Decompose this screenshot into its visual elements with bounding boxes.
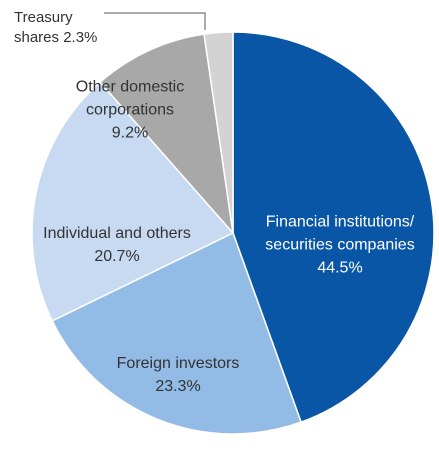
pie-slice <box>99 33 235 236</box>
pie-slice <box>232 31 435 424</box>
value-label: 9.2% <box>111 124 149 142</box>
slice-label: Treasury shares 2.3% <box>14 8 114 48</box>
value-label: 23.3% <box>155 378 201 395</box>
category-label: Other domestic corporations <box>75 78 185 119</box>
category-label: Individual and others <box>43 225 191 242</box>
slice-label: Foreign investors 23.3% <box>68 352 288 398</box>
value-label: 2.3% <box>63 29 98 46</box>
slice-label: Financial institutions/ securities compa… <box>240 211 439 280</box>
pie-slice <box>203 31 234 234</box>
pie-slice <box>51 231 303 435</box>
leader-line <box>104 12 206 30</box>
pie-slice <box>31 81 235 322</box>
category-label: Foreign investors <box>116 355 240 372</box>
value-label: 44.5% <box>317 259 363 277</box>
slice-label: Other domestic corporations 9.2% <box>55 76 205 145</box>
category-label: Treasury shares <box>14 9 73 46</box>
category-label: Financial institutions/ securities compa… <box>265 213 415 254</box>
value-label: 20.7% <box>94 248 140 265</box>
slice-label: Individual and others 20.7% <box>2 222 232 268</box>
